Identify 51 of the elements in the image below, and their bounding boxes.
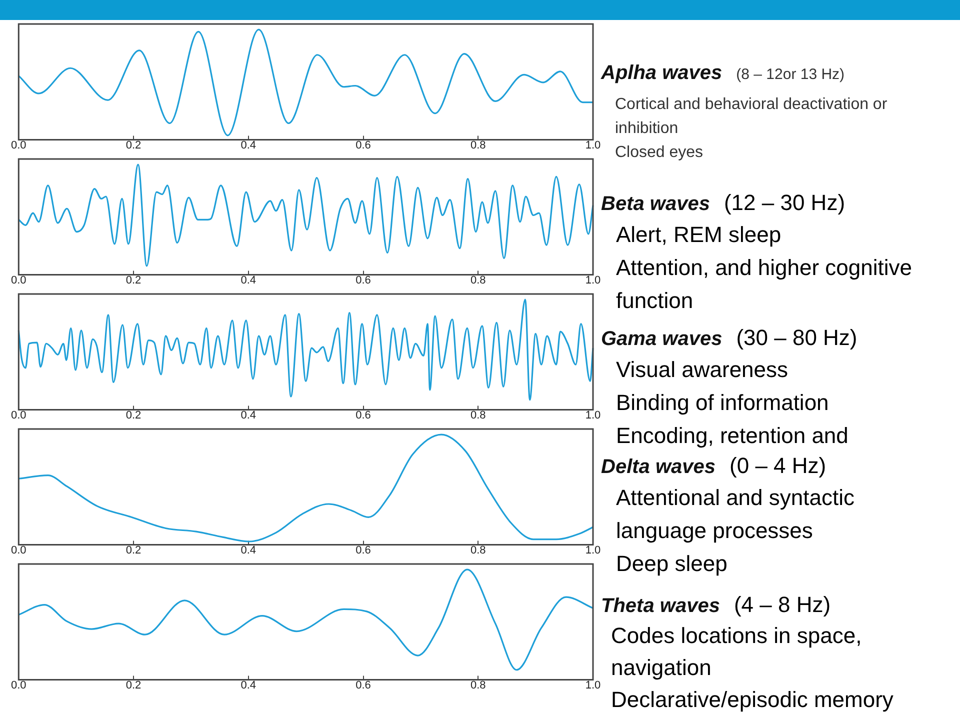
x-tick-label: 0.8 [470,409,486,422]
text: (0 – 4 Hz) [730,453,826,479]
x-tick-label: 0.8 [470,544,486,556]
text: (4 – 8 Hz) [734,592,831,618]
text: Theta waves [601,595,720,618]
x-tick-label: 1.0 [585,139,601,152]
x-tick-label: 0.8 [470,274,486,286]
x-tick-label: 0.2 [126,679,142,692]
x-tick-label: 0.6 [356,679,371,692]
text: Encoding, retention and [616,422,850,450]
text: Gama waves [601,328,722,351]
x-tick-label: 0.4 [240,274,256,286]
text: Attention, and higher cognitive function [616,254,913,315]
x-tick-label: 0.8 [470,139,486,152]
x-tick-label: 0.0 [10,679,26,692]
text: Attentional and syntactic language processes [616,484,856,545]
x-tick-label: 0.4 [240,409,256,422]
x-tick-label: 0.6 [356,409,371,422]
x-tick-label: 0.4 [240,544,256,556]
text: Closed eyes [615,143,704,163]
x-tick-label: 0.0 [10,409,26,422]
x-tick-label: 1.0 [585,544,601,556]
x-tick-label: 1.0 [585,274,601,286]
text: Delta waves [601,456,716,479]
text: Deep sleep [616,550,728,578]
text: Beta waves [601,193,710,216]
x-tick-label: 0.0 [10,274,26,286]
text: Declarative/episodic memory [611,686,894,714]
text: (12 – 30 Hz) [724,190,846,216]
x-tick-label: 0.6 [356,274,371,286]
text: (8 – 12or 13 Hz) [736,66,845,83]
x-tick-label: 0.8 [470,679,486,692]
text: Codes locations in space, navigation [611,622,863,682]
text: Visual awareness [616,356,790,384]
x-tick-label: 1.0 [585,409,601,422]
x-tick-label: 0.4 [240,679,256,692]
text: Binding of information [616,389,830,417]
x-tick-label: 0.6 [356,544,371,556]
x-tick-label: 0.0 [10,139,26,152]
x-tick-label: 0.2 [126,409,142,422]
x-tick-label: 0.4 [240,139,256,152]
text: (30 – 80 Hz) [736,325,858,351]
x-tick-label: 0.2 [126,139,142,152]
text: Alert, REM sleep [616,221,782,249]
text: Aplha waves [601,62,722,85]
x-tick-label: 1.0 [585,679,601,692]
x-tick-label: 0.0 [10,544,26,556]
x-tick-label: 0.6 [356,139,371,152]
x-tick-label: 0.2 [126,544,142,556]
x-tick-label: 0.2 [126,274,142,286]
text: Cortical and behavioral deactivation or inhibition [615,95,888,139]
